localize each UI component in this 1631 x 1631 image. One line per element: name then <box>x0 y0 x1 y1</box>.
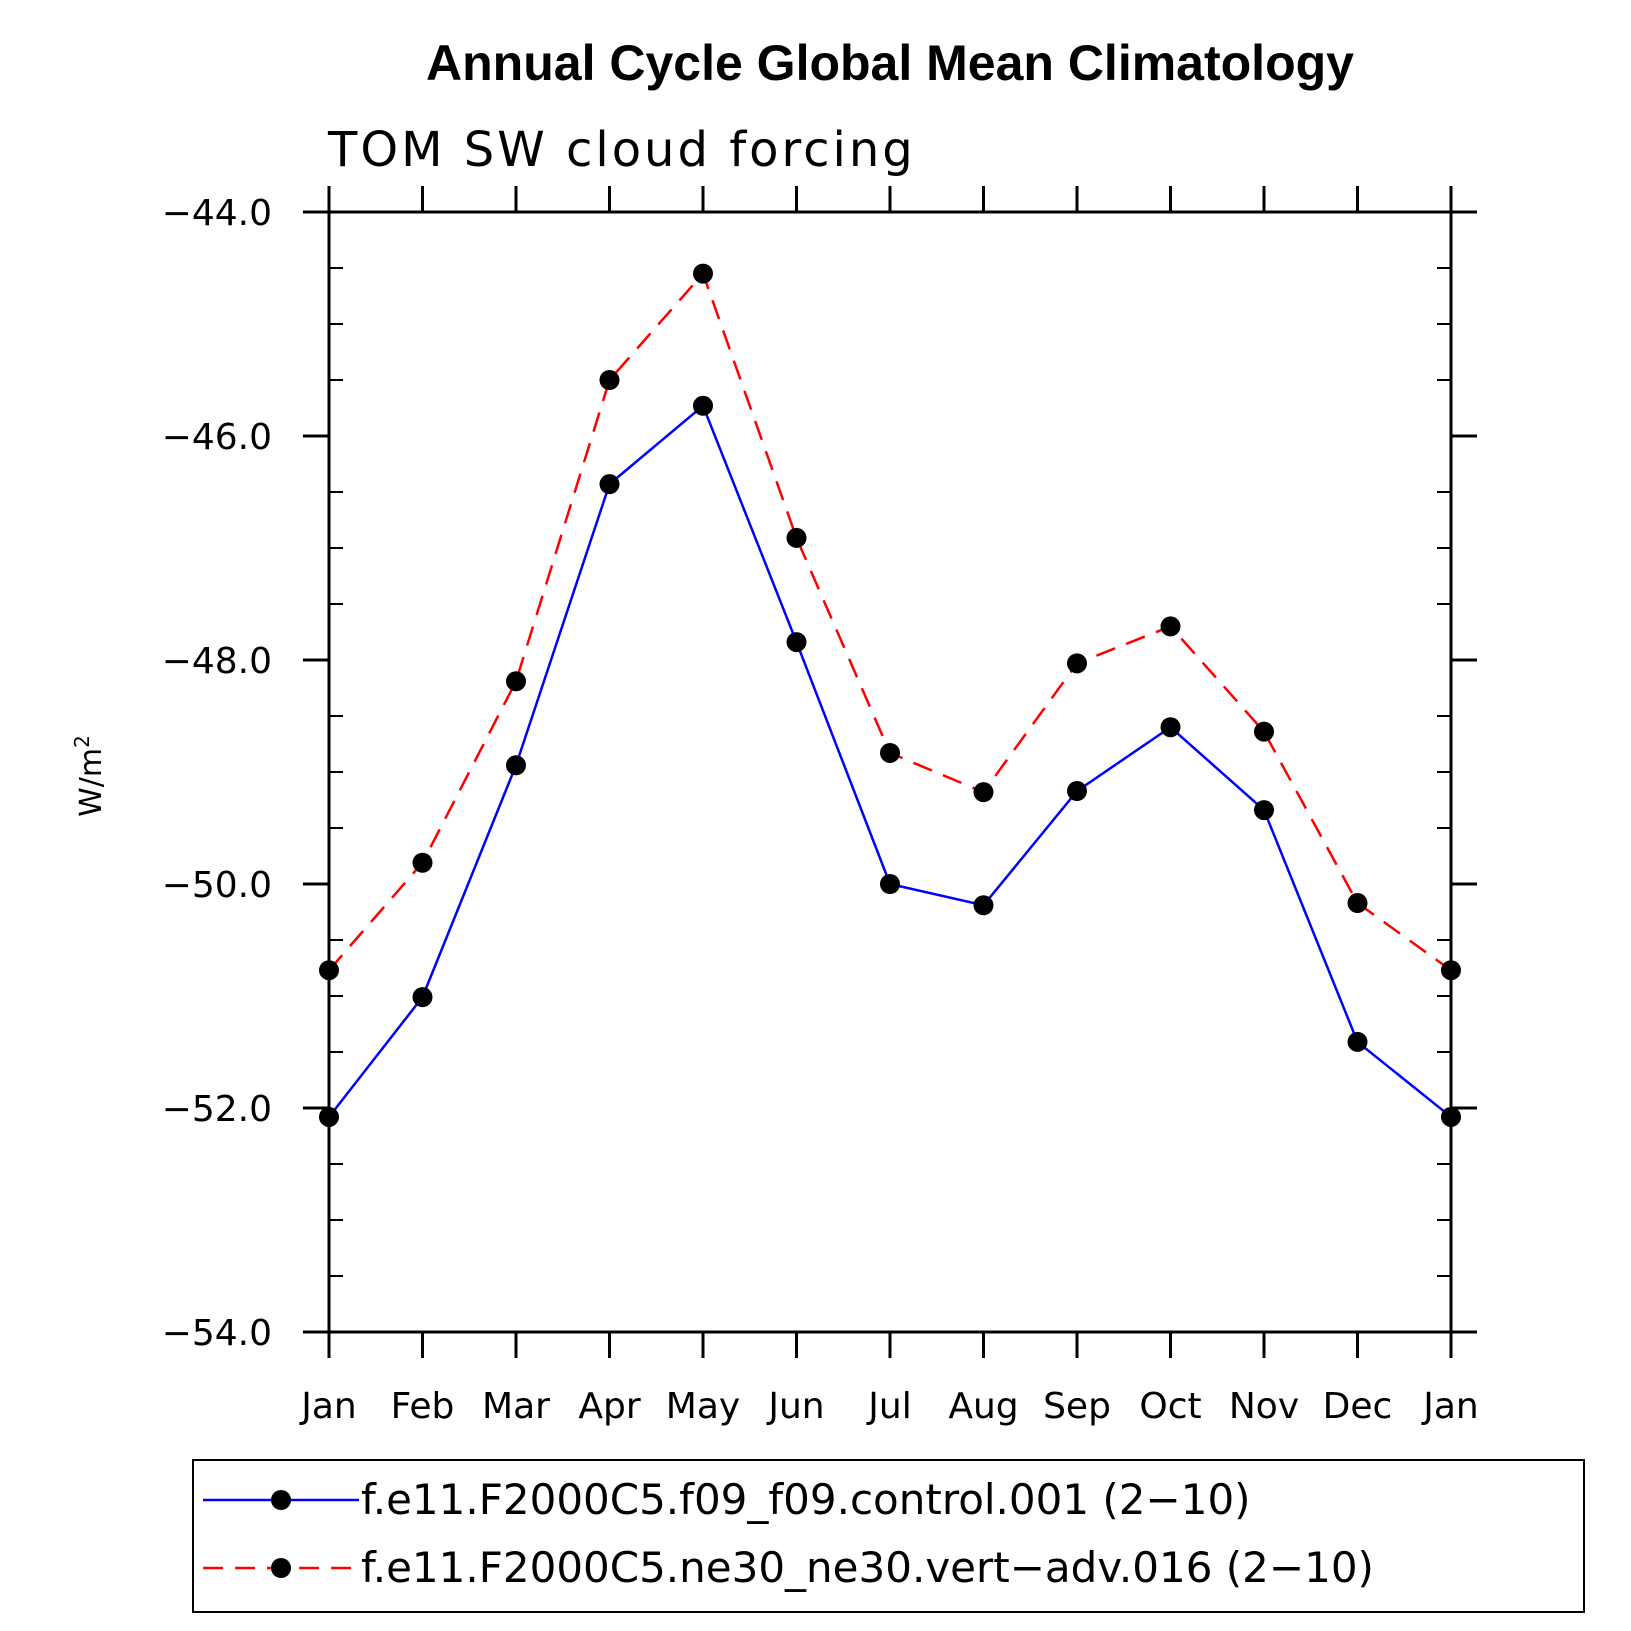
series-line-2 <box>328 271 1452 972</box>
data-point-series-1 <box>319 1106 339 1127</box>
data-point-series-2 <box>1441 960 1461 981</box>
y-tick-labels: −54.0 −52.0 −50.0 −48.0 −46.0 −44.0 <box>162 193 272 1354</box>
data-point-series-1 <box>1254 800 1274 821</box>
data-point-series-2 <box>880 742 900 763</box>
x-tick-label: Jun <box>766 1386 824 1427</box>
data-point-series-1 <box>506 755 526 776</box>
chart-title: Annual Cycle Global Mean Climatology <box>426 35 1354 91</box>
legend-marker-series-2 <box>271 1558 291 1578</box>
y-tick-label: −44.0 <box>162 193 272 234</box>
data-point-series-2 <box>1067 653 1087 674</box>
data-point-series-2 <box>1254 721 1274 742</box>
y-tick-label: −48.0 <box>162 641 272 682</box>
data-point-series-1 <box>1067 781 1087 802</box>
data-point-series-2 <box>693 263 713 284</box>
x-tick-labels: Jan Feb Mar Apr May Jun Jul Aug Sep Oct Nov Dec Jan <box>299 1386 1479 1427</box>
data-point-series-1 <box>786 632 807 653</box>
x-tick-label: Nov <box>1229 1386 1299 1427</box>
legend: f.e11.F2000C5.f09_f09.control.001 (2−10)… <box>192 1459 1585 1613</box>
data-point-series-2 <box>973 782 994 803</box>
x-tick-label: May <box>666 1386 740 1427</box>
data-point-series-2 <box>506 671 526 692</box>
data-point-series-2 <box>1160 616 1181 637</box>
x-tick-label: Dec <box>1323 1386 1393 1427</box>
x-tick-label: Feb <box>391 1386 455 1427</box>
legend-marker-series-1 <box>271 1490 291 1510</box>
y-axis-label-sup: 2 <box>70 735 94 748</box>
data-point-series-2 <box>412 852 433 873</box>
y-axis-label-base: W/m <box>74 748 109 817</box>
y-axis-title: W/m2 <box>70 735 109 817</box>
data-point-series-2 <box>319 960 339 981</box>
data-point-series-1 <box>1160 717 1181 738</box>
axis-ticks <box>303 186 1477 1358</box>
x-tick-label: Sep <box>1043 1386 1111 1427</box>
data-point-series-2 <box>786 527 807 548</box>
x-tick-label: Jul <box>866 1386 911 1427</box>
data-point-series-1 <box>973 895 994 916</box>
legend-label-series-1: f.e11.F2000C5.f09_f09.control.001 (2−10) <box>361 1475 1251 1524</box>
x-tick-label: Aug <box>948 1386 1018 1427</box>
data-point-series-1 <box>880 874 900 894</box>
y-tick-label: −54.0 <box>162 1313 272 1354</box>
data-point-series-1 <box>1347 1031 1368 1052</box>
y-tick-label: −46.0 <box>162 417 272 458</box>
series-layer <box>319 263 1461 1127</box>
y-tick-label: −52.0 <box>162 1089 272 1130</box>
data-point-series-1 <box>693 395 713 416</box>
plot-frame <box>327 210 1453 1334</box>
x-tick-label: Jan <box>299 1386 357 1427</box>
legend-label-series-2: f.e11.F2000C5.ne30_ne30.vert−adv.016 (2−… <box>361 1543 1374 1592</box>
data-point-series-2 <box>1347 893 1368 914</box>
x-tick-label: Apr <box>578 1386 640 1427</box>
data-point-series-2 <box>599 370 620 390</box>
data-point-series-1 <box>599 474 620 495</box>
legend-box <box>192 1459 1585 1613</box>
x-tick-label: Jan <box>1421 1386 1479 1427</box>
svg-text:W/m2: W/m2 <box>70 735 109 817</box>
data-point-series-1 <box>1441 1106 1461 1127</box>
x-tick-label: Oct <box>1139 1386 1201 1427</box>
y-tick-label: −50.0 <box>162 865 272 906</box>
chart-subtitle: TOM SW cloud forcing <box>327 122 916 178</box>
x-tick-label: Mar <box>482 1386 550 1427</box>
data-point-series-1 <box>412 987 433 1008</box>
